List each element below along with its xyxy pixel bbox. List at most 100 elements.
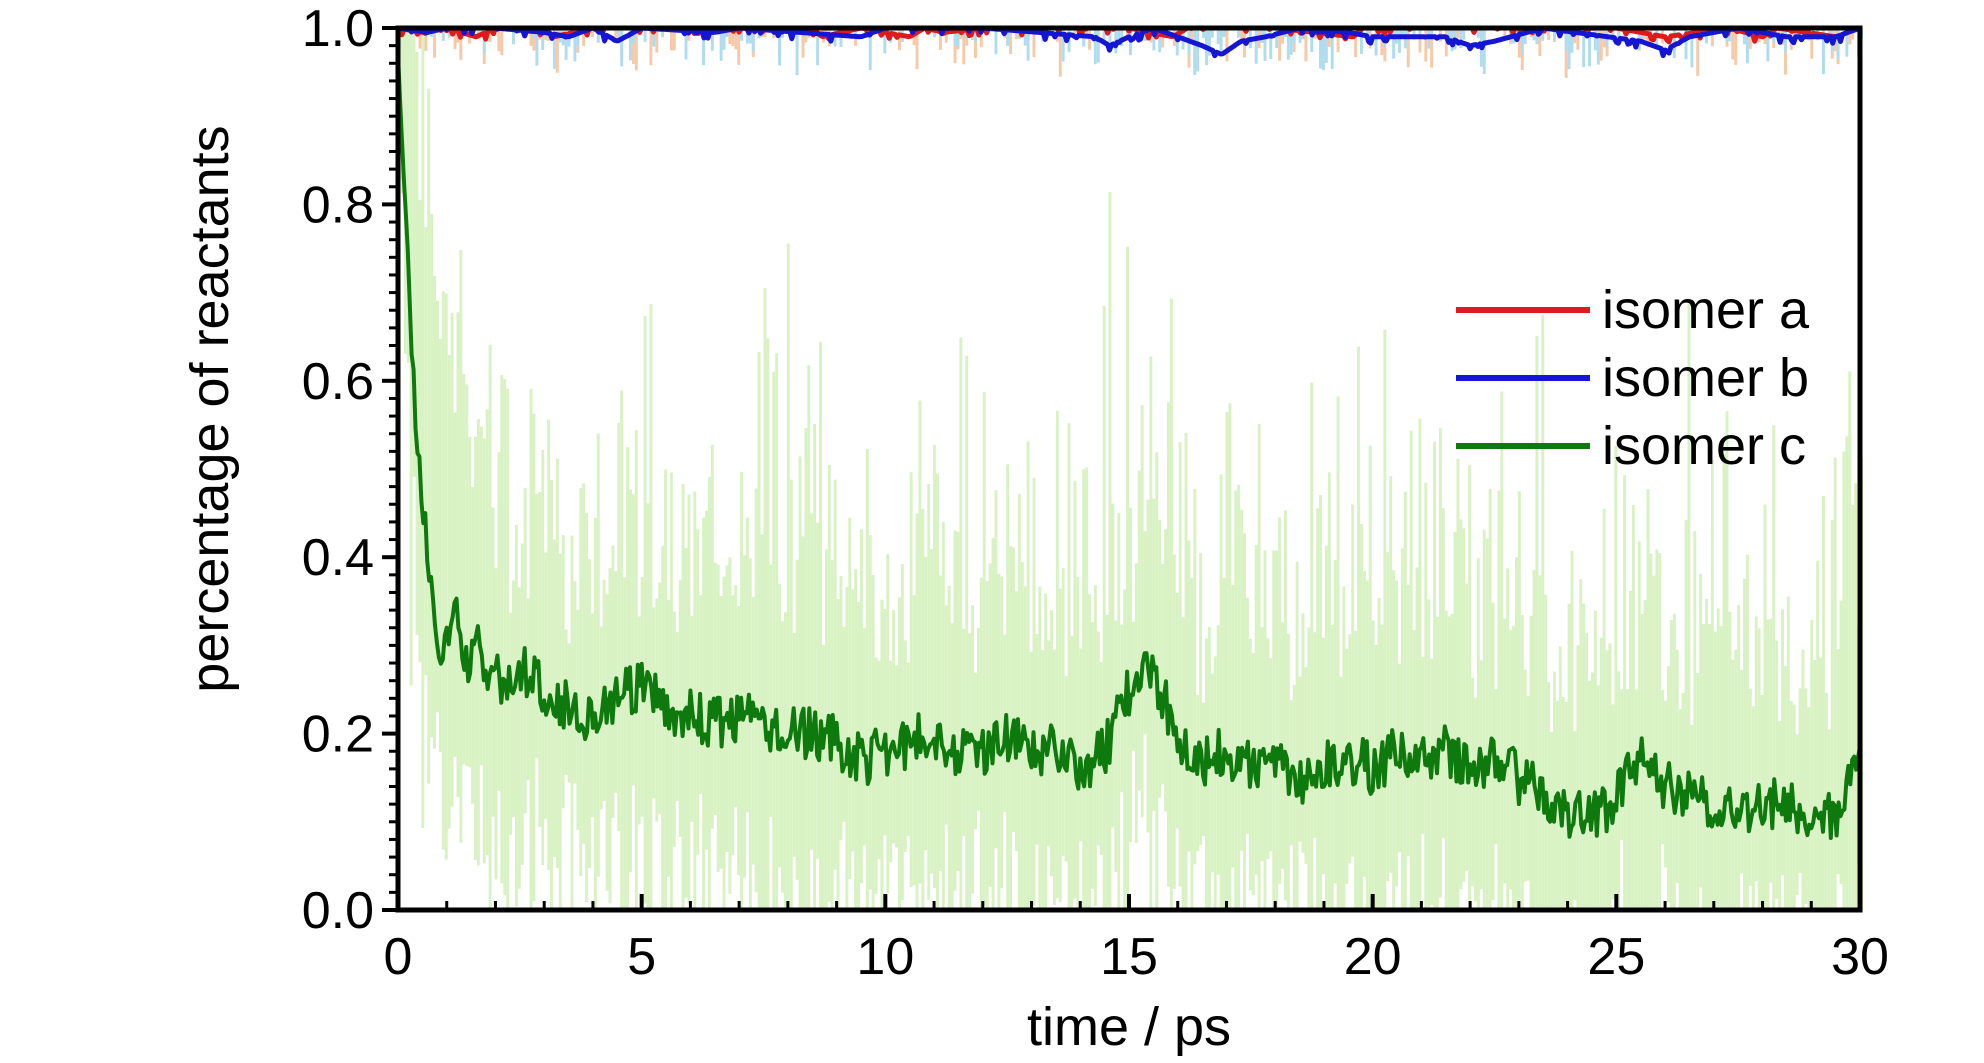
band-segment [1210, 28, 1214, 38]
band-segment [1453, 532, 1457, 910]
band-segment [959, 337, 963, 910]
band-segment [705, 510, 708, 850]
band-segment [792, 632, 796, 858]
y-tick-label: 0.0 [302, 882, 374, 940]
band-segment [1225, 28, 1229, 62]
band-segment [1207, 28, 1211, 56]
band-segment [669, 472, 673, 910]
band-segment [582, 483, 586, 844]
band-segment [722, 28, 726, 50]
band-segment [1512, 625, 1515, 910]
band-segment [734, 28, 738, 50]
band-segment [1222, 28, 1226, 38]
band-segment [1418, 418, 1422, 910]
band-segment [1541, 314, 1545, 910]
band-segment [418, 200, 422, 663]
band-segment [766, 338, 770, 910]
band-segment [751, 597, 755, 865]
band-segment [582, 28, 586, 46]
band-segment [795, 28, 799, 76]
band-segment [643, 28, 647, 42]
band-segment [1009, 545, 1013, 910]
band-segment [816, 522, 820, 859]
band-segment [1254, 28, 1258, 64]
band-segment [1626, 689, 1630, 910]
band-segment [1070, 636, 1074, 910]
band-segment [1254, 544, 1258, 875]
band-segment [1655, 549, 1659, 910]
band-segment [1415, 567, 1419, 910]
band-segment [500, 375, 504, 884]
band-segment [865, 448, 869, 910]
x-tick-label: 10 [856, 928, 914, 986]
band-segment [459, 28, 463, 60]
band-segment [1386, 28, 1390, 38]
band-segment [1336, 396, 1340, 910]
band-segment [1117, 28, 1121, 44]
band-segment [412, 28, 416, 477]
band-segment [1745, 28, 1749, 64]
band-segment [854, 28, 858, 38]
band-segment [1643, 600, 1647, 910]
band-segment [608, 568, 612, 904]
band-segment [1570, 28, 1574, 53]
band-segment [883, 609, 887, 836]
band-segment [786, 243, 790, 910]
band-segment [1667, 666, 1670, 903]
band-segment [1319, 28, 1322, 69]
band-segment [953, 530, 957, 891]
band-segment [1520, 28, 1524, 56]
band-segment [1552, 671, 1556, 910]
band-segment [769, 564, 773, 818]
band-segment [491, 507, 495, 817]
band-segment [778, 583, 782, 868]
band-segment [1283, 510, 1287, 901]
y-tick-label: 1.0 [302, 0, 374, 58]
band-segment [1400, 28, 1404, 38]
band-segment [927, 483, 931, 900]
band-segment [1102, 306, 1106, 910]
band-segment [1804, 688, 1808, 904]
band-segment [1430, 28, 1434, 68]
band-segment [1538, 28, 1542, 57]
band-segment [757, 352, 761, 910]
band-segment [854, 569, 858, 910]
band-segment [1073, 480, 1077, 899]
band-segment [1281, 28, 1284, 44]
band-segment [813, 423, 817, 910]
band-segment [1319, 495, 1322, 910]
band-segment [1158, 28, 1162, 53]
band-segment [1781, 28, 1784, 39]
band-segment [716, 564, 720, 873]
band-segment [783, 612, 787, 910]
band-segment [1210, 673, 1214, 873]
band-segment [1430, 658, 1434, 905]
band-segment [974, 28, 977, 43]
band-segment [1351, 504, 1355, 857]
band-segment [643, 316, 647, 904]
band-segment [1082, 469, 1086, 910]
band-segment [1433, 441, 1437, 910]
band-segment [1400, 548, 1404, 910]
band-segment [953, 28, 957, 64]
band-segment [1526, 696, 1530, 881]
band-segment [1257, 424, 1261, 910]
band-segment [517, 587, 521, 889]
x-tick-label: 5 [627, 928, 656, 986]
band-segment [874, 657, 878, 894]
band-segment [1503, 618, 1507, 884]
band-segment [1737, 605, 1741, 910]
band-segment [459, 250, 463, 843]
band-segment [1310, 382, 1314, 910]
band-segment [1517, 28, 1521, 58]
band-segment [1734, 649, 1738, 910]
band-segment [617, 28, 621, 39]
band-segment [1137, 470, 1141, 791]
band-segment [1699, 573, 1703, 888]
band-segment [617, 422, 621, 832]
band-segment [1623, 475, 1627, 910]
band-segment [1035, 634, 1039, 845]
band-segment [1535, 336, 1539, 911]
band-segment [424, 227, 428, 676]
band-segment [816, 28, 820, 66]
